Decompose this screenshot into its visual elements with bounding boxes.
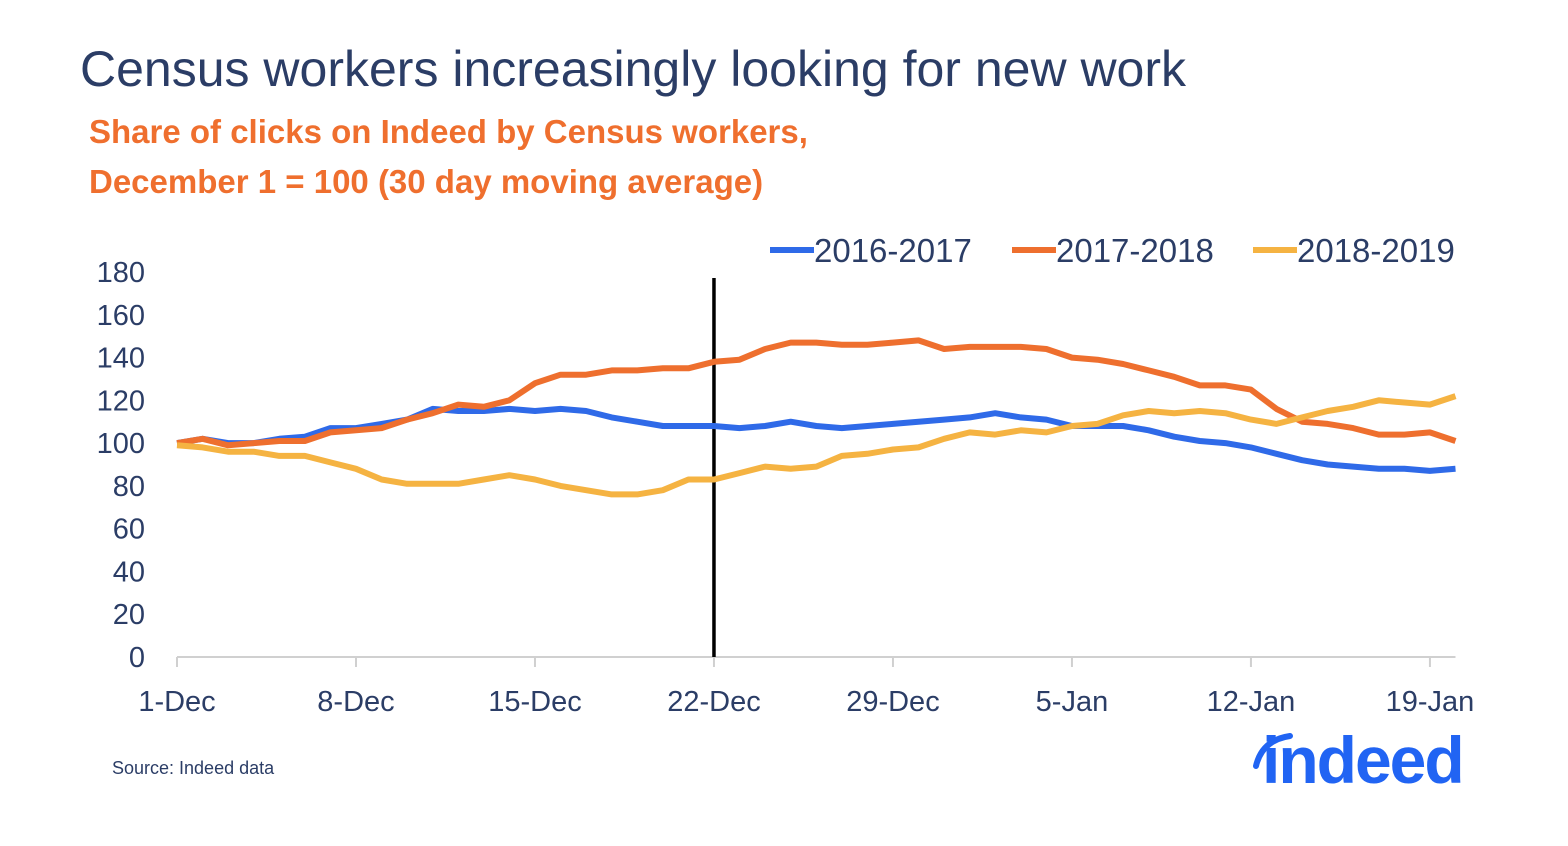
legend-label-2016-2017: 2016-2017 <box>814 232 972 269</box>
x-tick-label: 29-Dec <box>846 686 940 718</box>
x-tick-label: 1-Dec <box>138 686 215 718</box>
source-note: Source: Indeed data <box>112 758 275 778</box>
x-tick-label: 19-Jan <box>1386 686 1475 718</box>
x-tick-label: 12-Jan <box>1207 686 1296 718</box>
logo-arc-icon <box>1253 733 1293 769</box>
y-tick-label: 120 <box>97 385 145 417</box>
x-tick-label: 5-Jan <box>1036 686 1109 718</box>
y-tick-label: 20 <box>113 599 145 631</box>
series-line-2016-2017 <box>176 405 1456 474</box>
chart-subtitle-line1: Share of clicks on Indeed by Census work… <box>89 113 808 150</box>
y-tick-label: 160 <box>97 300 145 332</box>
y-tick-label: 100 <box>97 428 145 460</box>
indeed-logo: indeed <box>1262 722 1465 798</box>
x-tick-label: 8-Dec <box>317 686 394 718</box>
chart-subtitle-line2: December 1 = 100 (30 day moving average) <box>89 163 764 200</box>
x-tick-label: 15-Dec <box>488 686 582 718</box>
y-tick-label: 0 <box>129 642 145 674</box>
y-tick-label: 40 <box>113 556 145 588</box>
y-tick-label: 140 <box>97 343 145 375</box>
series-line-2017-2018 <box>176 337 1457 449</box>
legend-label-2017-2018: 2017-2018 <box>1056 232 1214 269</box>
logo-text: indeed <box>1262 723 1465 797</box>
y-tick-label: 80 <box>113 471 145 503</box>
series-line-2018-2019 <box>176 393 1457 498</box>
x-tick-label: 22-Dec <box>667 686 761 718</box>
y-tick-label: 60 <box>113 514 145 546</box>
legend-label-2018-2019: 2018-2019 <box>1297 232 1455 269</box>
chart-title: Census workers increasingly looking for … <box>80 41 1187 97</box>
y-tick-label: 180 <box>97 257 145 289</box>
